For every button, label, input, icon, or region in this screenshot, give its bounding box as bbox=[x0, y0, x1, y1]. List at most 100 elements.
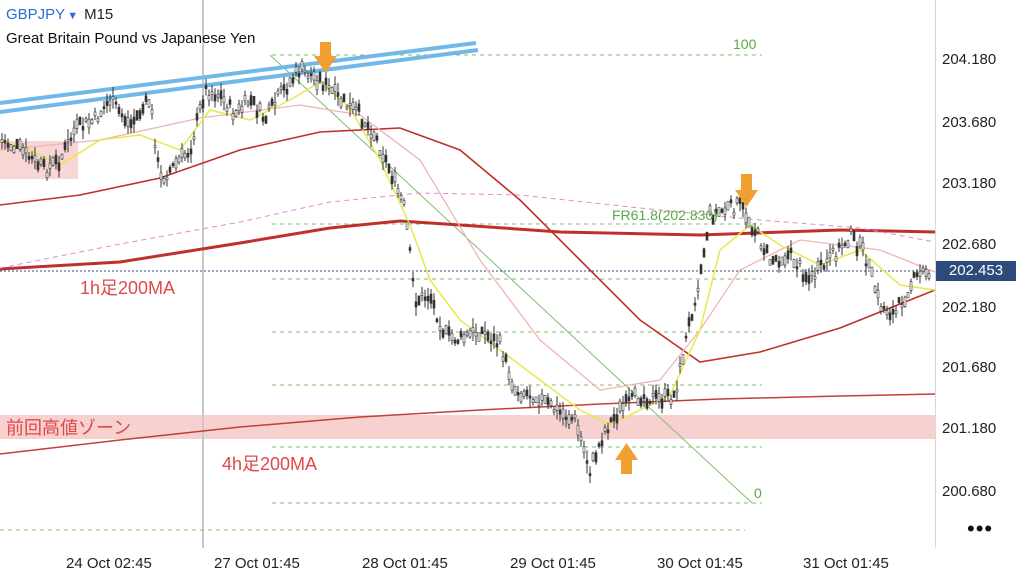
candle-body bbox=[693, 302, 697, 306]
candle-body bbox=[801, 274, 805, 282]
fib-level-618: FR61.8(202.830) bbox=[612, 207, 718, 223]
candle-body bbox=[588, 473, 592, 477]
candle-body bbox=[285, 88, 289, 95]
candle-body bbox=[627, 396, 631, 402]
timeframe-label[interactable]: M15 bbox=[84, 6, 114, 23]
candle-body bbox=[453, 339, 457, 344]
candle-body bbox=[606, 429, 610, 434]
candle-body bbox=[525, 389, 529, 397]
price-tick: 204.180 bbox=[942, 51, 997, 68]
candle-body bbox=[333, 84, 337, 92]
candle-body bbox=[135, 110, 139, 121]
candle-body bbox=[45, 171, 49, 179]
candle-body bbox=[798, 260, 802, 264]
candle-body bbox=[51, 157, 55, 166]
candle-body bbox=[264, 115, 268, 124]
candle-body bbox=[729, 199, 733, 204]
candle-body bbox=[669, 399, 673, 405]
candle-body bbox=[315, 80, 319, 91]
candle-body bbox=[270, 98, 274, 106]
candle-body bbox=[417, 295, 421, 306]
candle-body bbox=[444, 325, 448, 335]
candle-body bbox=[354, 106, 358, 111]
symbol-header[interactable]: GBPJPY ▼ M15 bbox=[6, 6, 113, 23]
candle-body bbox=[867, 259, 871, 269]
price-tick: 203.180 bbox=[942, 175, 997, 192]
more-options-icon[interactable]: ••• bbox=[967, 516, 994, 541]
candle-body bbox=[585, 460, 589, 464]
chevron-down-icon[interactable]: ▼ bbox=[67, 10, 79, 22]
candle-body bbox=[522, 390, 526, 398]
candle-body bbox=[111, 96, 115, 100]
candle-body bbox=[879, 306, 883, 312]
time-tick: 27 Oct 01:45 bbox=[214, 555, 300, 572]
candle-body bbox=[93, 111, 97, 117]
candle-body bbox=[666, 388, 670, 396]
symbol-name[interactable]: GBPJPY bbox=[6, 6, 66, 23]
price-tick: 202.680 bbox=[942, 236, 997, 253]
candle-body bbox=[813, 276, 817, 280]
candle-body bbox=[894, 310, 898, 314]
candle-body bbox=[492, 333, 496, 342]
candle-body bbox=[828, 252, 832, 259]
candle-body bbox=[915, 272, 919, 277]
candle-body bbox=[399, 195, 403, 200]
price-axis[interactable] bbox=[935, 0, 1024, 548]
candle-body bbox=[774, 255, 778, 262]
time-tick: 30 Oct 01:45 bbox=[657, 555, 743, 572]
candle-body bbox=[180, 148, 184, 158]
candle-body bbox=[681, 354, 685, 365]
candle-body bbox=[504, 354, 508, 362]
candle-body bbox=[765, 244, 769, 254]
candle-body bbox=[642, 394, 646, 399]
candle-body bbox=[741, 202, 745, 210]
price-tick: 203.680 bbox=[942, 114, 997, 131]
candle-body bbox=[597, 443, 601, 447]
candle-body bbox=[726, 201, 730, 211]
ma-mid-line bbox=[0, 127, 935, 363]
candle-body bbox=[411, 277, 415, 282]
time-tick: 28 Oct 01:45 bbox=[362, 555, 448, 572]
candle-body bbox=[390, 175, 394, 185]
candle-body bbox=[882, 305, 886, 310]
candle-body bbox=[753, 229, 757, 236]
candle-body bbox=[405, 221, 409, 230]
prev-high-zone-label: 前回高値ゾーン bbox=[6, 418, 132, 438]
candle-body bbox=[906, 292, 910, 299]
ma-1h-label: 1h足200MA bbox=[80, 278, 176, 298]
candle-body bbox=[615, 414, 619, 424]
price-chart-svg[interactable] bbox=[0, 0, 935, 548]
candle-body bbox=[738, 197, 742, 205]
candle-body bbox=[426, 295, 430, 302]
candle-body bbox=[303, 69, 307, 73]
candle-body bbox=[474, 332, 478, 337]
candle-body bbox=[231, 113, 235, 121]
candle-body bbox=[150, 109, 154, 115]
candle-body bbox=[591, 452, 595, 461]
chart-plot-area[interactable]: GBPJPY ▼ M15 Great Britain Pound vs Japane… bbox=[0, 0, 935, 548]
candle-body bbox=[552, 409, 556, 413]
candle-body bbox=[723, 207, 727, 215]
candle-body bbox=[321, 85, 325, 91]
candle-body bbox=[57, 162, 61, 171]
candle-body bbox=[201, 99, 205, 109]
candle-body bbox=[414, 301, 418, 308]
candle-body bbox=[600, 440, 604, 447]
candle-body bbox=[870, 266, 874, 277]
candle-body bbox=[423, 296, 427, 301]
candle-body bbox=[339, 97, 343, 108]
candle-body bbox=[126, 117, 130, 127]
candle-body bbox=[594, 452, 598, 463]
candle-body bbox=[792, 259, 796, 268]
candle-body bbox=[318, 72, 322, 83]
candle-body bbox=[816, 261, 820, 271]
candle-body bbox=[735, 198, 739, 204]
candle-body bbox=[138, 110, 142, 119]
candle-body bbox=[849, 228, 853, 233]
candle-body bbox=[804, 272, 808, 283]
candle-body bbox=[258, 102, 262, 111]
prev-high-zone bbox=[0, 415, 935, 439]
candle-body bbox=[897, 297, 901, 304]
candle-body bbox=[663, 388, 667, 397]
candle-body bbox=[618, 400, 622, 412]
